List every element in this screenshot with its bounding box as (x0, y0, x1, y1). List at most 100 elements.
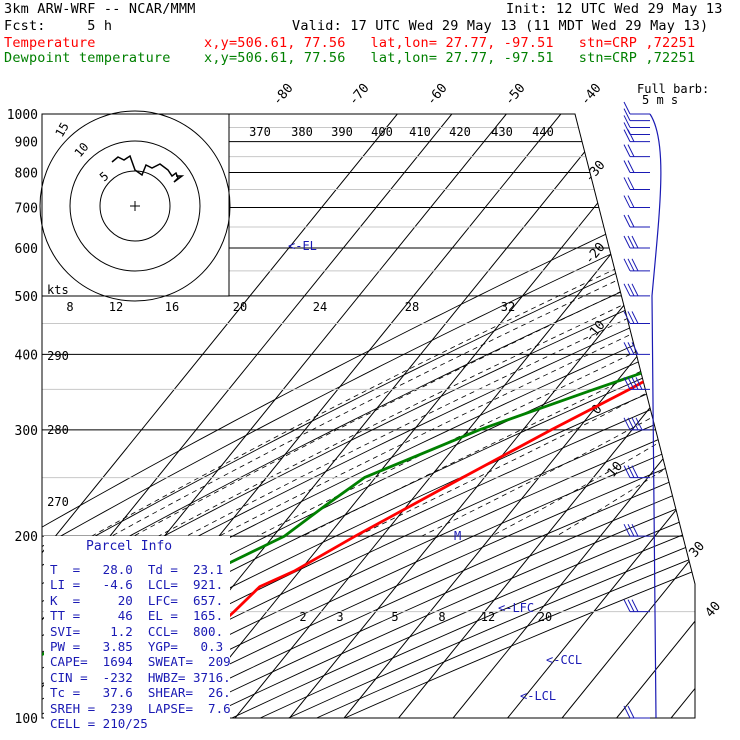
hodograph-ring (39, 110, 231, 302)
isotherm-label: 40 (703, 599, 725, 621)
wind-barb (623, 377, 650, 390)
dry-adiabat (42, 114, 695, 718)
speed-tick-label: 32 (501, 300, 515, 314)
theta-label: 280 (47, 423, 69, 437)
pressure-label: 700 (15, 202, 38, 217)
dry-adiabat (42, 114, 695, 718)
wind-barb (623, 144, 650, 158)
level-annotation: <-LFC (498, 601, 534, 615)
pressure-label: 800 (15, 167, 38, 182)
temperature-line (127, 114, 695, 718)
dewpoint-line (42, 114, 695, 718)
pressure-label: 1000 (7, 108, 38, 123)
dry-adiabat (42, 114, 695, 718)
theta-label: 390 (331, 125, 353, 139)
dry-adiabat (90, 114, 695, 718)
pressure-label: 900 (15, 136, 38, 151)
level-annotation: <-EL (288, 239, 317, 253)
moist-adiabat (302, 114, 695, 537)
parcel-info-row: K = 20 LFC= 657. (50, 592, 224, 608)
temperature-location: x,y=506.61, 77.56 lat,lon= 27.77, -97.51… (204, 35, 696, 51)
wind-barb (623, 108, 650, 122)
dry-adiabat (42, 114, 695, 718)
isotherm (670, 114, 695, 718)
isotherm-label: -70 (346, 81, 373, 109)
wind-staff (649, 113, 662, 719)
level-annotation: <-CCL (546, 653, 582, 667)
parcel-info-row: LI = -4.6 LCL= 921. (50, 577, 224, 593)
theta-label: 440 (532, 125, 554, 139)
wind-barb (623, 177, 650, 190)
theta-label: 420 (449, 125, 471, 139)
mixing-ratio-label: 12 (481, 610, 495, 624)
init-time: Init: 12 UTC Wed 29 May 13 (506, 1, 723, 17)
wind-barb (623, 160, 650, 174)
full-barb-label: Full barb: (637, 82, 709, 96)
moist-adiabat (133, 114, 695, 537)
dry-adiabat (42, 114, 695, 718)
speed-tick-label: 12 (109, 300, 123, 314)
theta-label: 290 (47, 349, 69, 363)
skewt-grid (42, 114, 695, 718)
theta-label: 380 (291, 125, 313, 139)
wind-barb (623, 599, 650, 613)
wind-barb (623, 115, 650, 128)
isotherm-label: -30 (582, 158, 609, 186)
hodograph-units-label: kts (47, 283, 69, 297)
wind-barb (623, 523, 650, 537)
parcel-info-row: CAPE= 1694 SWEAT= 209 (50, 654, 231, 670)
theta-label: 270 (47, 495, 69, 509)
mixing-ratio-label: 3 (336, 610, 343, 624)
isotherm-label: -50 (502, 81, 529, 109)
mixing-ratio-label: 8 (438, 610, 445, 624)
isotherm-label: -40 (578, 81, 605, 109)
wind-barb (623, 235, 650, 249)
wind-barb (623, 214, 650, 228)
speed-tick-label: 8 (66, 300, 73, 314)
isotherm (343, 114, 695, 718)
wind-barb (623, 705, 650, 719)
wind-barb (623, 311, 650, 324)
pressure-label: 500 (15, 290, 38, 305)
isotherm (289, 114, 695, 718)
dry-adiabat (42, 114, 695, 718)
hodograph-ring (69, 140, 201, 272)
wind-barb (623, 342, 650, 355)
pressure-label: 200 (15, 530, 38, 545)
dry-adiabat (42, 114, 695, 718)
dewpoint-location: x,y=506.61, 77.56 lat,lon= 27.77, -97.51… (204, 50, 696, 66)
full-barb-unit: 5 m s (642, 93, 678, 107)
moist-adiabat (256, 114, 695, 537)
wind-barb (623, 258, 650, 272)
hodograph-ring (99, 170, 171, 242)
valid-time: Valid: 17 UTC Wed 29 May 13 (11 MDT Wed … (292, 18, 709, 34)
isotherm (561, 114, 695, 718)
dry-adiabat (316, 114, 695, 718)
isotherm (398, 114, 695, 718)
theta-label: 430 (491, 125, 513, 139)
dry-adiabat (231, 114, 695, 718)
parcel-info-row: TT = 46 EL = 165. (50, 608, 224, 624)
parcel-info-row: CIN = -232 HWBZ= 3716. (50, 669, 231, 685)
parcel-info-row: CELL = 210/25 (50, 716, 148, 731)
speed-tick-label: 28 (405, 300, 419, 314)
wind-barb (623, 101, 650, 115)
model-title: 3km ARW-WRF -- NCAR/MMM (4, 1, 196, 17)
isotherm-label: 30 (687, 539, 709, 561)
theta-label: 410 (409, 125, 431, 139)
pressure-label: 100 (15, 712, 38, 727)
temperature-legend: Temperature (4, 35, 96, 51)
parcel-info-row: SVI= 1.2 CCL= 800. (50, 623, 224, 639)
hodograph-ring-label: 15 (52, 120, 71, 140)
dry-adiabat (118, 114, 695, 718)
forecast-hour: Fcst: 5 h (4, 18, 113, 34)
parcel-info-row: Tc = 37.6 SHEAR= 26. (50, 685, 231, 701)
isotherm (42, 114, 398, 718)
moist-adiabat (218, 114, 695, 537)
plot-frame (41, 113, 696, 719)
parcel-info-row: PW = 3.85 YGP= 0.3 (50, 639, 224, 654)
wind-barb (623, 195, 650, 209)
speed-tick-label: 16 (165, 300, 179, 314)
